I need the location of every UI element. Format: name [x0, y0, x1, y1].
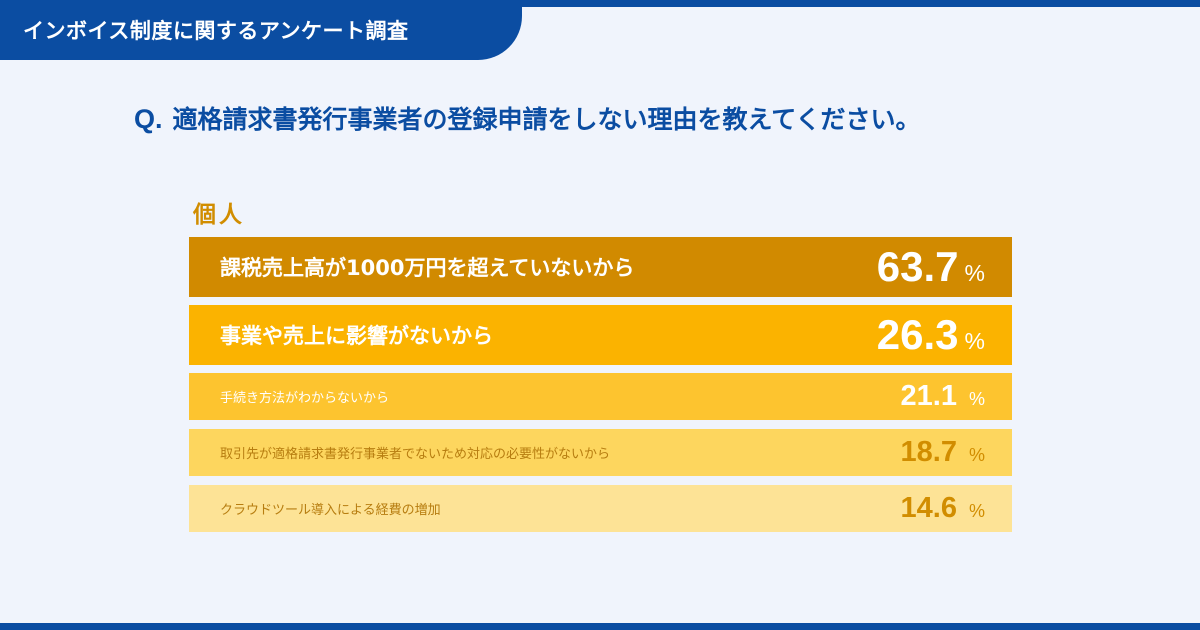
bar-value-number: 18.7	[900, 436, 957, 468]
group-label: 個人	[193, 202, 245, 228]
bar-label: 手続き方法がわからないから	[220, 391, 390, 406]
bar-value: 21.1%	[901, 380, 985, 413]
bar-value: 26.3%	[877, 311, 985, 359]
bottom-border	[0, 623, 1200, 630]
bar-value: 14.6%	[901, 492, 985, 525]
bar-value-unit: %	[968, 445, 985, 465]
bar-label: 事業や売上に影響がないから	[220, 324, 493, 348]
bar-value-number: 14.6	[900, 492, 957, 524]
bar-value: 18.7%	[901, 436, 985, 469]
bar-value-number: 21.1	[900, 380, 957, 412]
bar-value: 63.7%	[877, 243, 985, 291]
question-prefix: Q.	[134, 104, 163, 134]
bar-row: 手続き方法がわからないから 21.1%	[189, 373, 1012, 420]
bar-row: クラウドツール導入による経費の増加 14.6%	[189, 485, 1012, 532]
question-text: Q. 適格請求書発行事業者の登録申請をしない理由を教えてください。	[134, 100, 921, 136]
header-tab: インボイス制度に関するアンケート調査	[0, 0, 522, 60]
bar-label: 課税売上高が1000万円を超えていないから	[220, 256, 635, 280]
bar-value-unit: %	[968, 501, 985, 521]
bar-row: 事業や売上に影響がないから 26.3%	[189, 305, 1012, 365]
bar-value-unit: %	[968, 389, 985, 409]
header-title: インボイス制度に関するアンケート調査	[23, 19, 409, 43]
bar-value-unit: %	[964, 260, 985, 286]
bar-label: クラウドツール導入による経費の増加	[220, 503, 441, 518]
bar-value-unit: %	[964, 328, 985, 354]
bar-value-number: 63.7	[876, 243, 959, 290]
bar-row: 課税売上高が1000万円を超えていないから 63.7%	[189, 237, 1012, 297]
bar-row: 取引先が適格請求書発行事業者でないため対応の必要性がないから 18.7%	[189, 429, 1012, 476]
bar-label: 取引先が適格請求書発行事業者でないため対応の必要性がないから	[220, 447, 611, 462]
question-body: 適格請求書発行事業者の登録申請をしない理由を教えてください。	[172, 105, 921, 134]
bar-value-number: 26.3	[876, 311, 959, 358]
top-border	[0, 0, 1200, 7]
